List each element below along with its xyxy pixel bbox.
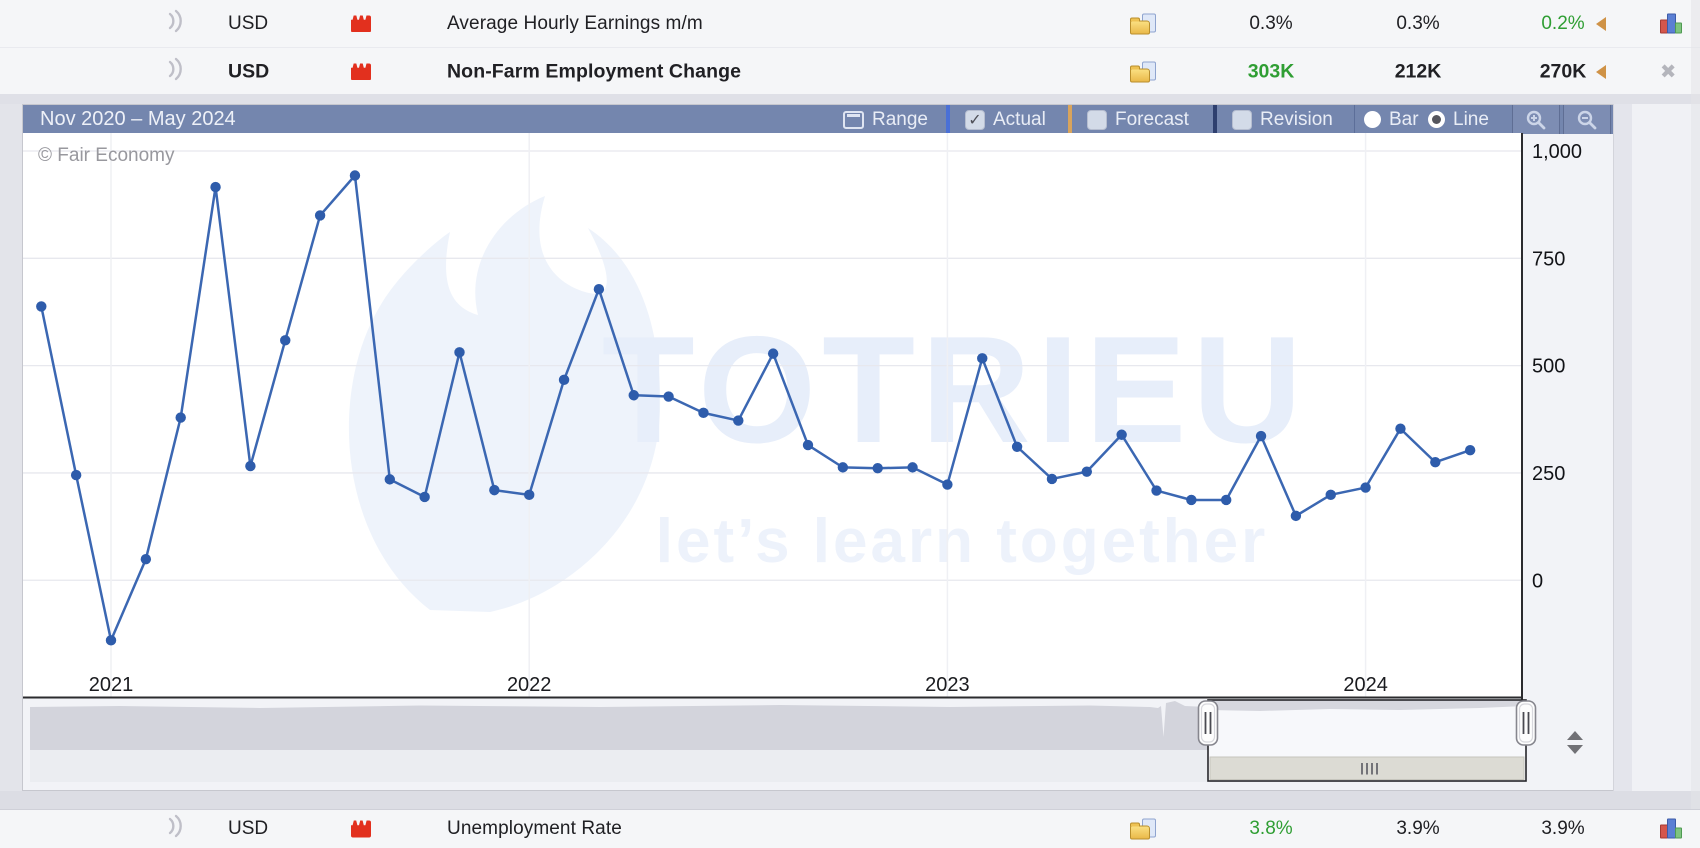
revision-checkbox-group[interactable]: Revision — [1232, 105, 1333, 134]
svg-text:250: 250 — [1532, 463, 1565, 485]
impact-high-icon — [351, 820, 371, 838]
calendar-icon — [843, 110, 864, 129]
forecast-value: 0.3% — [1396, 12, 1440, 34]
calendar-rows-bottom: USD Unemployment Rate 3.8% 3.9% 3.9% — [0, 809, 1700, 848]
plot-background — [23, 133, 1522, 697]
svg-text:500: 500 — [1532, 356, 1565, 378]
event-title[interactable]: Non-Farm Employment Change — [447, 60, 742, 82]
actual-value: 0.3% — [1249, 12, 1293, 34]
gridlines — [23, 133, 1522, 697]
separator-actual-color — [946, 105, 950, 134]
copyright-watermark: © Fair Economy — [38, 145, 175, 166]
separator-forecast-color — [1068, 105, 1072, 134]
event-title[interactable]: Unemployment Rate — [447, 818, 622, 839]
line-radio-selected[interactable] — [1428, 111, 1445, 128]
svg-text:2023: 2023 — [925, 674, 970, 696]
range-navigator[interactable] — [23, 699, 1592, 782]
forecast-checkbox[interactable] — [1087, 109, 1107, 130]
panel-scrollbar-track[interactable] — [1613, 104, 1632, 791]
line-series-actual — [36, 170, 1476, 646]
previous-value: 3.9% — [1541, 818, 1585, 839]
divider-band — [0, 791, 1700, 809]
watermark-flame — [348, 196, 661, 612]
separator — [1354, 105, 1355, 134]
revision-checkbox[interactable] — [1232, 109, 1252, 130]
line-radio-group[interactable]: Line — [1428, 105, 1489, 134]
page-scrollbar[interactable] — [1691, 0, 1700, 847]
impact-high-icon — [351, 63, 371, 80]
range-handle-right[interactable] — [1515, 700, 1537, 746]
svg-text:1,000: 1,000 — [1532, 141, 1582, 163]
open-chart-icon[interactable] — [1660, 818, 1682, 839]
impact-high-icon — [351, 15, 371, 32]
previous-value: 270K — [1539, 60, 1587, 82]
watermark-tagline: let’s learn together — [656, 507, 1268, 576]
svg-text:750: 750 — [1532, 248, 1565, 270]
divider-band — [0, 94, 1700, 104]
audio-alert-icon[interactable] — [166, 814, 188, 844]
page-gutter — [1632, 104, 1700, 791]
navigator-step-arrows[interactable] — [1567, 731, 1583, 754]
event-title[interactable]: Average Hourly Earnings m/m — [447, 12, 703, 34]
actual-checkbox[interactable]: ✓ — [965, 109, 985, 130]
watermark-brand: TOTRIEU — [602, 305, 1308, 475]
forecast-value: 3.9% — [1396, 818, 1440, 839]
zoom-in-button[interactable] — [1512, 105, 1560, 134]
chart-header: Nov 2020 – May 2024 Range ✓ Actual Forec… — [23, 105, 1613, 134]
currency-label: USD — [228, 818, 269, 839]
close-chart-icon[interactable]: ✖ — [1660, 60, 1677, 83]
previous-value: 0.2% — [1541, 12, 1585, 34]
actual-value: 303K — [1247, 60, 1295, 82]
detail-folder-icon[interactable] — [1130, 13, 1156, 34]
separator-revision-color — [1213, 105, 1217, 134]
event-row-average-hourly-earnings[interactable]: USD Average Hourly Earnings m/m 0.3% 0.3… — [0, 0, 1700, 47]
svg-text:2021: 2021 — [89, 674, 134, 696]
tick-labels: 1,000 750 500 250 0 2021 2022 2023 2024 — [89, 141, 1582, 696]
detail-folder-icon[interactable] — [1130, 61, 1156, 82]
audio-alert-icon[interactable] — [166, 9, 188, 39]
actual-checkbox-group[interactable]: ✓ Actual — [965, 105, 1046, 134]
revision-arrow-icon — [1596, 64, 1606, 79]
actual-value: 3.8% — [1249, 818, 1293, 839]
svg-text:0: 0 — [1532, 570, 1543, 592]
detail-folder-icon[interactable] — [1130, 818, 1156, 840]
axes — [23, 133, 1523, 781]
svg-text:2022: 2022 — [507, 674, 552, 696]
event-row-non-farm-employment[interactable]: USD Non-Farm Employment Change 303K 212K… — [0, 47, 1700, 95]
bar-radio-group[interactable]: Bar — [1364, 105, 1419, 134]
revision-arrow-icon — [1596, 16, 1606, 31]
calendar-rows-top: USD Average Hourly Earnings m/m 0.3% 0.3… — [0, 0, 1700, 96]
forecast-value: 212K — [1394, 60, 1442, 82]
currency-label: USD — [228, 12, 269, 34]
audio-alert-icon[interactable] — [166, 57, 188, 87]
chart-range-title: Nov 2020 – May 2024 — [40, 108, 236, 130]
zoom-out-button[interactable] — [1563, 105, 1611, 134]
forecast-checkbox-group[interactable]: Forecast — [1087, 105, 1189, 134]
bar-radio[interactable] — [1364, 111, 1381, 128]
svg-text:2024: 2024 — [1343, 674, 1388, 696]
currency-label: USD — [228, 60, 270, 82]
chart-canvas[interactable]: TOTRIEU let’s learn together 1,000 750 500… — [22, 133, 1632, 791]
open-chart-icon[interactable] — [1660, 13, 1682, 33]
range-handle-left[interactable] — [1197, 700, 1219, 746]
event-row-unemployment-rate[interactable]: USD Unemployment Rate 3.8% 3.9% 3.9% — [0, 810, 1700, 848]
navigator-history-area — [30, 701, 1208, 750]
range-button[interactable]: Range — [843, 105, 928, 134]
